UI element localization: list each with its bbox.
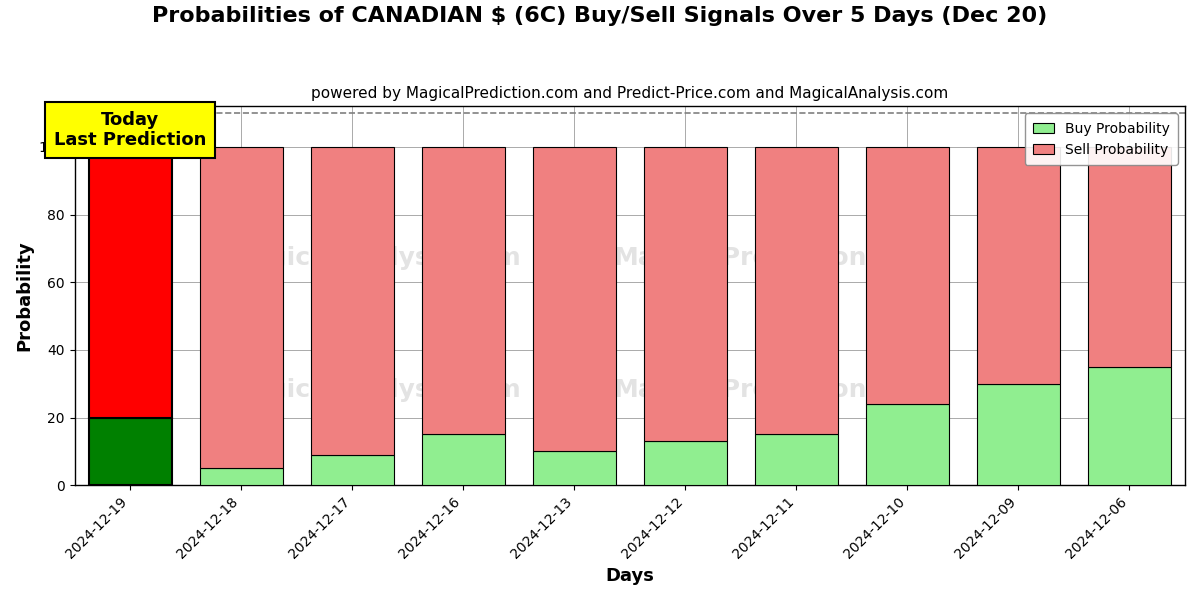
- Text: Today
Last Prediction: Today Last Prediction: [54, 110, 206, 149]
- X-axis label: Days: Days: [605, 567, 654, 585]
- Text: MagicalPrediction.com: MagicalPrediction.com: [613, 379, 935, 403]
- Bar: [1088, 367, 1171, 485]
- Bar: [199, 468, 283, 485]
- Bar: [755, 147, 838, 434]
- Y-axis label: Probability: Probability: [16, 241, 34, 351]
- Bar: [643, 147, 727, 441]
- Bar: [865, 147, 949, 404]
- Bar: [865, 404, 949, 485]
- Bar: [755, 434, 838, 485]
- Bar: [311, 455, 394, 485]
- Title: powered by MagicalPrediction.com and Predict-Price.com and MagicalAnalysis.com: powered by MagicalPrediction.com and Pre…: [311, 86, 948, 101]
- Bar: [1088, 147, 1171, 367]
- Text: Probabilities of CANADIAN $ (6C) Buy/Sell Signals Over 5 Days (Dec 20): Probabilities of CANADIAN $ (6C) Buy/Sel…: [152, 6, 1048, 26]
- Bar: [89, 418, 172, 485]
- Bar: [89, 147, 172, 418]
- Bar: [421, 147, 505, 434]
- Bar: [643, 441, 727, 485]
- Text: MagicalPrediction.com: MagicalPrediction.com: [613, 246, 935, 270]
- Text: MagicalAnalysis.com: MagicalAnalysis.com: [228, 246, 521, 270]
- Bar: [977, 147, 1060, 383]
- Bar: [533, 451, 616, 485]
- Bar: [311, 147, 394, 455]
- Bar: [199, 147, 283, 468]
- Legend: Buy Probability, Sell Probability: Buy Probability, Sell Probability: [1025, 113, 1178, 165]
- Bar: [533, 147, 616, 451]
- Text: MagicalAnalysis.com: MagicalAnalysis.com: [228, 379, 521, 403]
- Bar: [421, 434, 505, 485]
- Bar: [977, 383, 1060, 485]
